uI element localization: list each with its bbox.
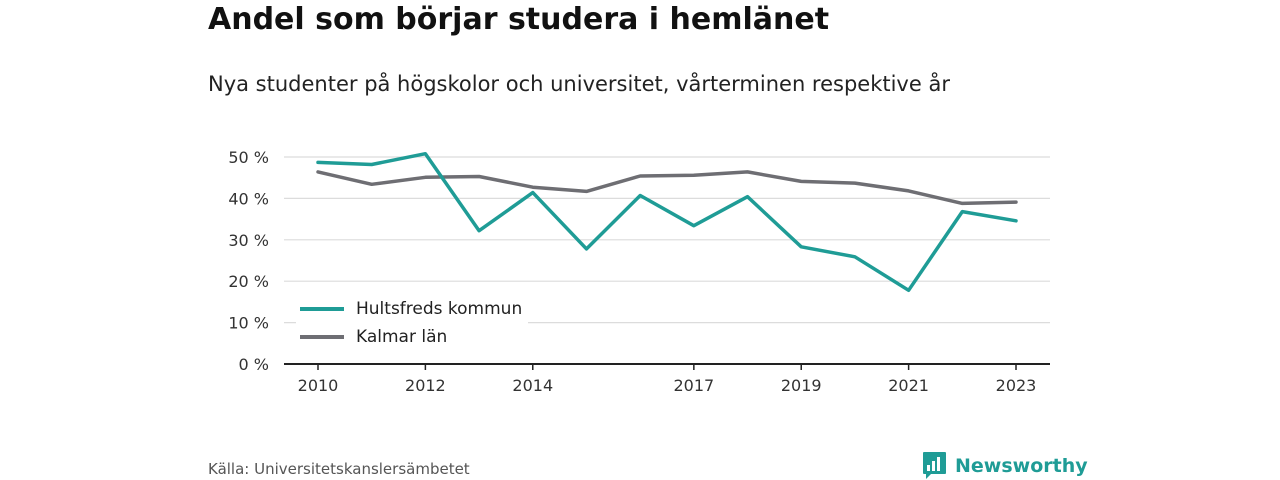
- newsworthy-logo-icon: [923, 452, 946, 479]
- x-tick-label: 2014: [512, 376, 553, 395]
- series-line-1: [316, 170, 1018, 206]
- x-tick-label: 2010: [298, 376, 339, 395]
- x-tick-label: 2023: [996, 376, 1037, 395]
- legend-label: Hultsfreds kommun: [356, 299, 523, 319]
- source-note: Källa: Universitetskanslersämbetet: [208, 460, 470, 478]
- legend-item-kalmar: Kalmar län: [300, 323, 522, 351]
- legend: Hultsfreds kommun Kalmar län: [296, 293, 529, 353]
- series-line-0: [316, 151, 1018, 293]
- y-axis: 0 % 10 % 20 % 30 % 40 % 50 %: [228, 148, 269, 374]
- legend-label: Kalmar län: [356, 327, 448, 347]
- legend-swatch: [300, 307, 344, 311]
- x-axis: 2010 2012 2014 2017 2019 2021 2023: [284, 363, 1050, 395]
- y-tick-label: 40 %: [228, 189, 269, 208]
- chart-title: Andel som börjar studera i hemlänet: [208, 2, 830, 37]
- line-chart: 0 % 10 % 20 % 30 % 40 % 50 % 2010 2012 2014 2017…: [228, 148, 1050, 395]
- chart-subtitle: Nya studenter på högskolor och universit…: [208, 72, 950, 96]
- x-tick-label: 2012: [405, 376, 446, 395]
- legend-swatch: [300, 335, 344, 339]
- x-tick-label: 2019: [781, 376, 822, 395]
- x-tick-label: 2017: [673, 376, 714, 395]
- y-tick-label: 0 %: [239, 355, 269, 374]
- x-tick-label: 2021: [888, 376, 929, 395]
- y-tick-label: 50 %: [228, 148, 269, 167]
- y-tick-label: 10 %: [228, 314, 269, 333]
- y-tick-label: 20 %: [228, 272, 269, 291]
- legend-item-hultsfred: Hultsfreds kommun: [300, 295, 522, 323]
- brand-logo: Newsworthy: [922, 451, 1088, 480]
- y-tick-label: 30 %: [228, 231, 269, 250]
- series-lines: [316, 151, 1018, 293]
- brand-name: Newsworthy: [955, 454, 1088, 477]
